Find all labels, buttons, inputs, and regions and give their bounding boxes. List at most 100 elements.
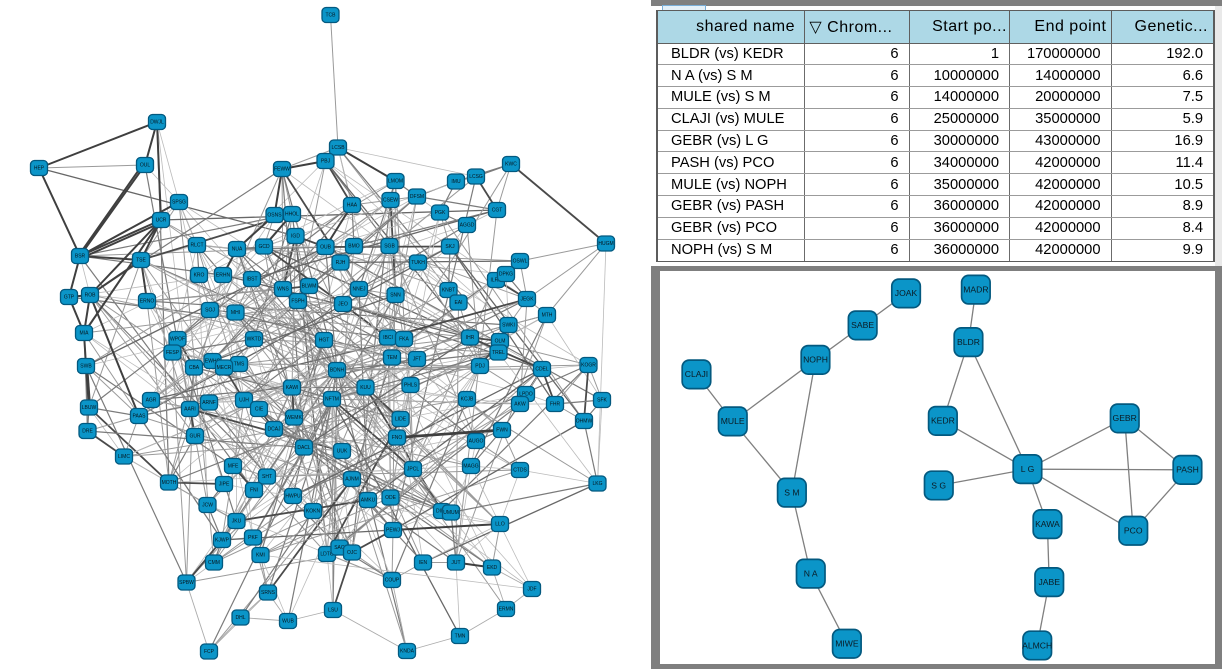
svg-text:UUK: UUK (337, 449, 348, 455)
svg-text:IBCI: IBCI (383, 335, 393, 341)
svg-text:PGK: PGK (435, 210, 446, 216)
svg-text:LKG: LKG (592, 481, 602, 487)
svg-text:CLAJI: CLAJI (685, 369, 708, 379)
svg-text:EKD: EKD (487, 565, 498, 571)
svg-text:GUR: GUR (189, 434, 201, 440)
svg-text:GEBR: GEBR (1113, 413, 1137, 423)
svg-text:IHR: IHR (466, 335, 475, 341)
svg-text:SAO: SAO (334, 545, 345, 551)
svg-text:ROB: ROB (85, 293, 97, 299)
svg-text:HWPU: HWPU (285, 494, 301, 500)
svg-text:JOAK: JOAK (895, 288, 918, 298)
svg-text:EAI: EAI (454, 300, 462, 306)
svg-text:KRO: KRO (194, 273, 205, 279)
svg-text:CTDS: CTDS (513, 468, 527, 474)
svg-text:LBUW: LBUW (82, 405, 97, 411)
svg-text:KAWA: KAWA (1035, 519, 1060, 529)
svg-text:HAA: HAA (347, 203, 358, 209)
svg-text:NOPH: NOPH (803, 355, 828, 365)
svg-text:S M: S M (784, 488, 799, 498)
svg-text:GCD: GCD (258, 244, 270, 250)
svg-text:DWJL: DWJL (150, 120, 164, 126)
svg-text:DRE: DRE (82, 429, 93, 435)
svg-text:DFSM: DFSM (410, 194, 424, 200)
svg-text:IGD: IGD (291, 234, 300, 240)
svg-text:OHMW: OHMW (576, 419, 593, 425)
svg-text:ALMCH: ALMCH (1022, 640, 1052, 650)
svg-text:MHI: MHI (231, 310, 240, 316)
svg-text:JCW: JCW (202, 503, 213, 509)
svg-text:UMUM: UMUM (443, 510, 459, 516)
svg-text:MAGG: MAGG (463, 464, 478, 470)
svg-text:OSWL: OSWL (513, 259, 528, 265)
svg-text:AGR: AGR (146, 398, 157, 404)
svg-text:SHT: SHT (262, 474, 272, 480)
svg-text:CSEW: CSEW (383, 198, 398, 204)
svg-text:OUL: OUL (140, 163, 151, 169)
svg-text:FEWW: FEWW (274, 167, 290, 173)
svg-text:MECR: MECR (217, 365, 232, 371)
svg-text:JDF: JDF (527, 587, 536, 593)
svg-text:NFTM: NFTM (325, 397, 339, 403)
svg-text:JPCL: JPCL (407, 467, 419, 473)
svg-text:L G: L G (1021, 464, 1035, 474)
svg-text:MIA: MIA (80, 331, 90, 337)
svg-text:KEDR: KEDR (931, 416, 955, 426)
svg-text:WNS: WNS (277, 287, 289, 293)
svg-text:CGT: CGT (492, 208, 503, 214)
svg-text:TMN: TMN (455, 634, 466, 640)
svg-text:WKTD: WKTD (247, 337, 262, 343)
svg-text:OLM: OLM (495, 339, 506, 345)
svg-text:LIDE: LIDE (395, 417, 407, 423)
svg-text:IMU: IMU (451, 179, 461, 185)
svg-text:LSU: LSU (328, 608, 338, 614)
svg-text:PAAS: PAAS (133, 414, 147, 420)
svg-text:LDTG: LDTG (320, 552, 333, 558)
svg-text:S G: S G (931, 480, 946, 490)
svg-text:KAWI: KAWI (286, 385, 299, 391)
svg-text:OUB: OUB (320, 245, 332, 251)
svg-text:WPOF: WPOF (170, 337, 185, 343)
svg-text:LMOM: LMOM (388, 179, 403, 185)
svg-text:KWC: KWC (505, 162, 517, 168)
svg-text:FCP: FCP (204, 649, 215, 655)
svg-text:TCB: TCB (326, 13, 337, 19)
svg-text:SPBW: SPBW (179, 580, 194, 586)
svg-text:SRNS: SRNS (261, 590, 276, 596)
svg-text:RJH: RJH (336, 260, 346, 266)
svg-text:KNDA: KNDA (400, 649, 415, 655)
svg-text:TUKH: TUKH (411, 260, 425, 266)
svg-text:SFK: SFK (597, 398, 607, 404)
svg-text:FNO: FNO (392, 435, 403, 441)
svg-text:OJC: OJC (347, 550, 357, 556)
svg-text:MOTH: MOTH (162, 480, 177, 486)
svg-text:AARI: AARI (184, 407, 196, 413)
svg-text:N A: N A (804, 568, 818, 578)
svg-text:HEP: HEP (34, 166, 45, 172)
svg-text:PBJ: PBJ (321, 159, 331, 165)
svg-text:BDNH: BDNH (330, 368, 345, 374)
svg-text:HHOL: HHOL (285, 212, 299, 218)
svg-text:FWN: FWN (496, 428, 508, 434)
svg-text:SABE: SABE (851, 320, 874, 330)
svg-text:SWKI: SWKI (502, 323, 515, 329)
svg-text:MULE: MULE (721, 416, 745, 426)
svg-text:PKF: PKF (248, 535, 258, 541)
svg-text:LIMC: LIMC (118, 454, 130, 460)
svg-text:KNBT: KNBT (442, 288, 455, 294)
svg-text:SWB: SWB (80, 364, 92, 370)
svg-text:HGT: HGT (319, 338, 330, 344)
svg-text:PASH: PASH (1176, 465, 1199, 475)
svg-text:UJH: UJH (239, 398, 249, 404)
svg-text:AMKU: AMKU (361, 498, 376, 504)
svg-text:FNI: FNI (250, 488, 258, 494)
svg-text:ERHN: ERHN (216, 273, 231, 279)
svg-text:NNEJ: NNEJ (352, 287, 366, 293)
svg-text:KCJB: KCJB (461, 397, 474, 403)
svg-text:BSR: BSR (75, 254, 86, 260)
svg-text:KJWP: KJWP (215, 538, 230, 544)
svg-text:WEMK: WEMK (286, 415, 302, 421)
svg-text:JKU: JKU (232, 519, 242, 525)
svg-text:LPDO: LPDO (519, 392, 533, 398)
svg-text:ERNO: ERNO (140, 299, 155, 305)
